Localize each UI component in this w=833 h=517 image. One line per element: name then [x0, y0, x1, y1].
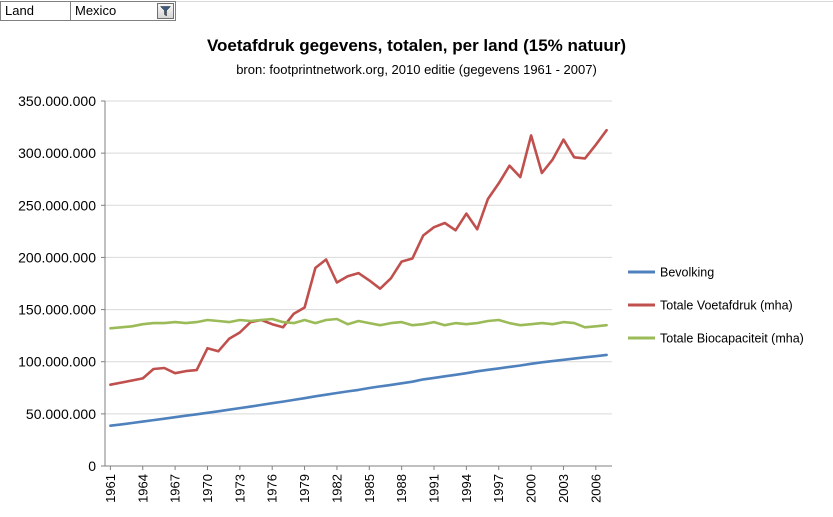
line-chart: 0 50.000.000 100.000.000 150.000.000 200.000…	[18, 93, 804, 503]
x-axis-label: 1985	[362, 474, 377, 503]
y-axis-label: 50.000.000	[26, 406, 96, 422]
x-axis-label: 1997	[491, 474, 506, 503]
top-gridline	[0, 1, 833, 2]
x-axis-label: 2000	[524, 474, 539, 503]
x-axis-label: 1976	[265, 474, 280, 503]
x-axis-label: 1970	[200, 474, 215, 503]
legend-label: Bevolking	[660, 266, 714, 280]
filter-selected-value: Mexico	[75, 3, 117, 18]
y-axis-label: 0	[88, 458, 96, 474]
legend-label: Totale Voetafdruk (mha)	[660, 299, 793, 313]
x-axis-label: 1982	[329, 474, 344, 503]
y-axis-label: 300.000.000	[18, 145, 96, 161]
x-axis-label: 1973	[232, 474, 247, 503]
x-axis-label: 1964	[135, 474, 150, 503]
chart-subtitle: bron: footprintnetwork.org, 2010 editie …	[236, 62, 597, 77]
x-axis-label: 2006	[588, 474, 603, 503]
filter-field-label: Land	[5, 3, 34, 18]
filter-row: Land Mexico	[0, 1, 176, 21]
x-axis-label: 1994	[459, 474, 474, 503]
y-axis-label: 150.000.000	[18, 302, 96, 318]
x-axis-label: 1991	[427, 474, 442, 503]
chart-title: Voetafdruk gegevens, totalen, per land (…	[206, 36, 627, 55]
filter-value-cell[interactable]: Mexico	[71, 1, 176, 21]
filter-field-cell[interactable]: Land	[0, 1, 71, 21]
y-axis-label: 200.000.000	[18, 249, 96, 265]
series-line-bevolking	[109, 353, 608, 428]
x-axis-label: 1988	[394, 474, 409, 503]
y-axis-label: 250.000.000	[18, 197, 96, 213]
filter-dropdown-button[interactable]	[157, 3, 174, 19]
y-axis-label: 350.000.000	[18, 93, 96, 109]
x-axis-label: 2003	[556, 474, 571, 503]
filter-funnel-icon	[160, 5, 171, 16]
x-axis-label: 1967	[168, 474, 183, 503]
x-axis-label: 1979	[297, 474, 312, 503]
x-axis-label: 1961	[103, 474, 118, 503]
y-axis-label: 100.000.000	[18, 354, 96, 370]
legend-label: Totale Biocapaciteit (mha)	[660, 332, 804, 346]
series-line-totale-biocapaciteit-mha-	[109, 317, 608, 330]
series-line-totale-voetafdruk-mha-	[109, 128, 608, 387]
